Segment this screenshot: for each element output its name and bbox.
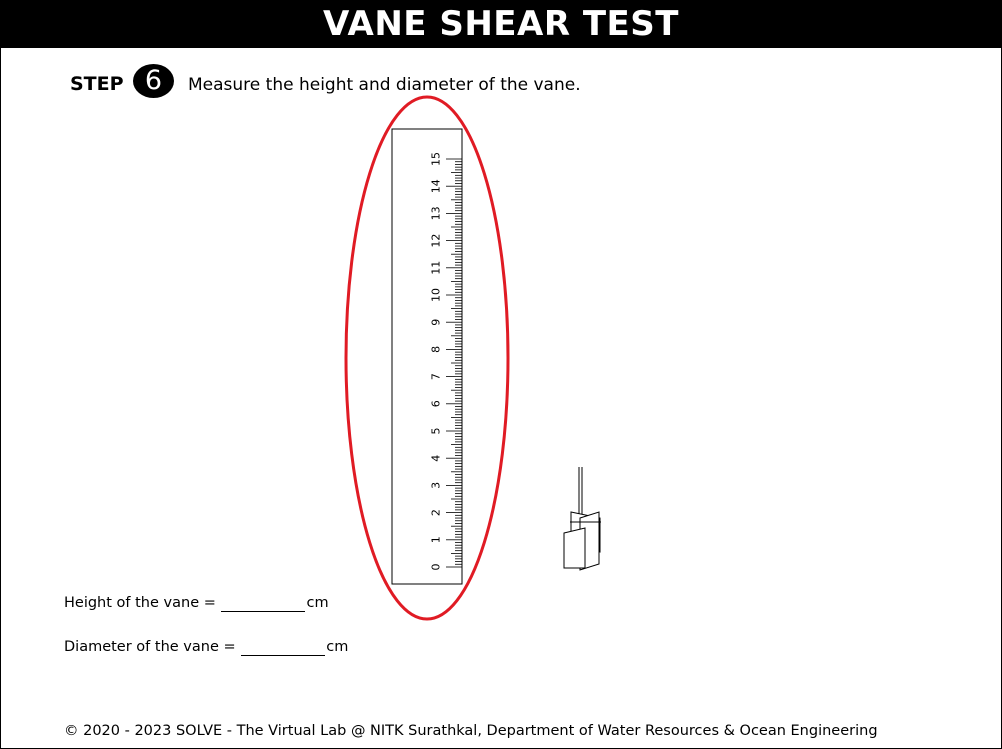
ruler-label: 11 [430, 261, 443, 275]
step-number-badge: 6 [133, 64, 174, 98]
page-title: VANE SHEAR TEST [0, 0, 1002, 48]
height-field-row: Height of the vane = cm [64, 595, 329, 612]
height-input[interactable] [221, 596, 306, 612]
copyright-footer: © 2020 - 2023 SOLVE - The Virtual Lab @ … [64, 723, 878, 739]
height-label: Height of the vane = [64, 595, 216, 611]
height-unit: cm [306, 595, 329, 611]
ruler-body[interactable] [391, 128, 463, 585]
ruler-label: 13 [430, 206, 443, 220]
diameter-field-row: Diameter of the vane = cm [64, 639, 348, 656]
ruler-label: 5 [430, 428, 443, 435]
ruler-label: 12 [430, 234, 443, 248]
ruler-highlight-ellipse [344, 95, 510, 621]
ruler-label: 3 [430, 482, 443, 489]
diameter-unit: cm [326, 639, 349, 655]
ruler-label: 2 [430, 509, 443, 516]
ruler-label: 1 [430, 536, 443, 543]
vane-blade-front [563, 527, 586, 569]
vane-tool[interactable] [563, 467, 601, 571]
diameter-input[interactable] [241, 640, 326, 656]
step-label: STEP [70, 73, 124, 95]
step-instruction: Measure the height and diameter of the v… [188, 75, 581, 95]
ruler-label: 14 [430, 179, 443, 193]
ruler-label: 7 [430, 373, 443, 380]
ruler-label: 8 [430, 346, 443, 353]
diameter-label: Diameter of the vane = [64, 639, 236, 655]
ruler-label: 4 [430, 455, 443, 462]
ruler-label: 15 [430, 152, 443, 166]
ruler-label: 6 [430, 400, 443, 407]
ruler-label: 0 [430, 564, 443, 571]
ruler-ticks [446, 158, 462, 568]
ruler-label: 9 [430, 319, 443, 326]
ruler-label: 10 [430, 288, 443, 302]
